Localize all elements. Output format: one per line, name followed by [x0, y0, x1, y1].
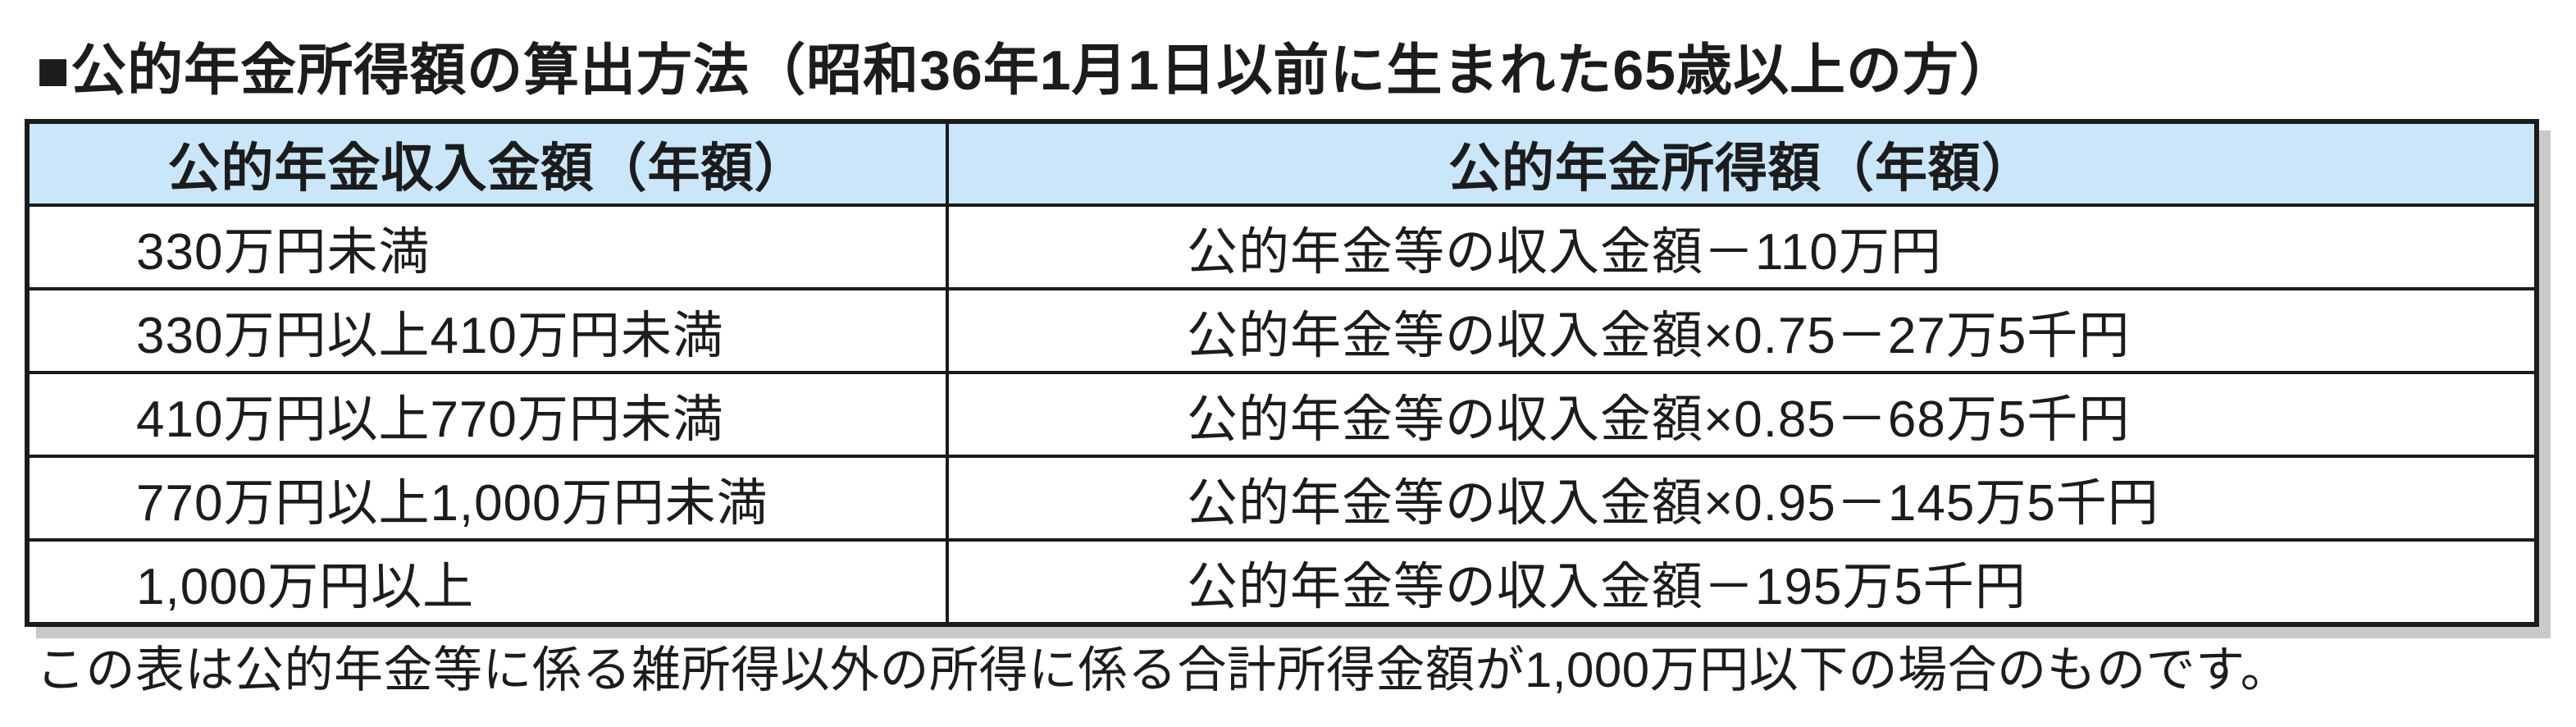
income-range-cell: 330万円未満: [25, 203, 949, 290]
pension-income-table: 公的年金収入金額（年額） 公的年金所得額（年額） 330万円未満 公的年金等の収…: [25, 119, 2539, 627]
income-formula-cell: 公的年金等の収入金額×0.85－68万5千円: [946, 371, 2538, 458]
income-formula-cell: 公的年金等の収入金額－110万円: [946, 203, 2538, 290]
income-range-cell: 410万円以上770万円未満: [25, 371, 949, 458]
table-row: 330万円未満 公的年金等の収入金額－110万円: [25, 203, 2538, 290]
income-formula-cell: 公的年金等の収入金額－195万5千円: [946, 538, 2538, 626]
col-header-pension-income-amount: 公的年金収入金額（年額）: [25, 120, 949, 207]
income-range-cell: 770万円以上1,000万円未満: [25, 455, 949, 542]
table-row: 1,000万円以上 公的年金等の収入金額－195万5千円: [25, 538, 2538, 626]
footnote: この表は公的年金等に係る雑所得以外の所得に係る合計所得金額が1,000万円以下の…: [36, 642, 2291, 697]
page-title: ■公的年金所得額の算出方法（昭和36年1月1日以前に生まれた65歳以上の方）: [36, 39, 2016, 102]
table-row: 770万円以上1,000万円未満 公的年金等の収入金額×0.95－145万5千円: [25, 455, 2538, 542]
income-range-cell: 1,000万円以上: [25, 538, 949, 626]
table-row: 330万円以上410万円未満 公的年金等の収入金額×0.75－27万5千円: [25, 287, 2538, 374]
table-row: 410万円以上770万円未満 公的年金等の収入金額×0.85－68万5千円: [25, 371, 2538, 458]
income-formula-cell: 公的年金等の収入金額×0.75－27万5千円: [946, 287, 2538, 374]
col-header-pension-taxable-amount: 公的年金所得額（年額）: [946, 120, 2538, 207]
income-formula-cell: 公的年金等の収入金額×0.95－145万5千円: [946, 455, 2538, 542]
table-header-row: 公的年金収入金額（年額） 公的年金所得額（年額）: [25, 120, 2538, 207]
income-range-cell: 330万円以上410万円未満: [25, 287, 949, 374]
